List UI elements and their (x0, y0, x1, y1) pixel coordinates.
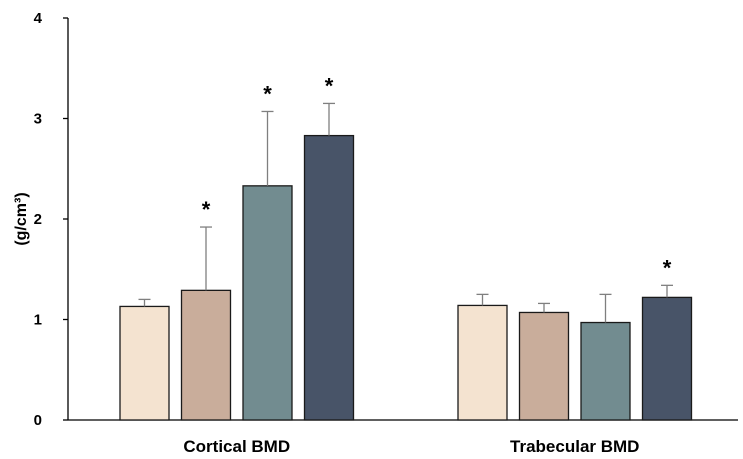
y-tick-label: 2 (34, 211, 42, 228)
y-tick-label: 3 (34, 111, 42, 128)
bar (457, 304, 508, 421)
bar (303, 134, 355, 421)
bar (641, 296, 693, 421)
significance-marker: * (202, 197, 211, 222)
significance-marker: * (325, 73, 334, 98)
y-tick-label: 4 (34, 10, 43, 27)
bar (580, 321, 631, 421)
bar (180, 289, 232, 421)
y-tick-label: 1 (34, 312, 42, 329)
bar (518, 311, 570, 421)
y-tick-label: 0 (34, 412, 42, 429)
bar (242, 185, 293, 421)
category-labels: Cortical BMD Trabecular BMD (183, 437, 639, 456)
bars-group: * * * * (119, 73, 693, 421)
significance-marker: * (663, 255, 672, 280)
category-label: Trabecular BMD (510, 437, 639, 456)
y-axis-ticks: 0 1 2 3 4 (34, 10, 68, 429)
category-label: Cortical BMD (183, 437, 290, 456)
y-axis-title: (g/cm³) (13, 192, 30, 245)
significance-marker: * (263, 81, 272, 106)
bar (119, 305, 170, 421)
